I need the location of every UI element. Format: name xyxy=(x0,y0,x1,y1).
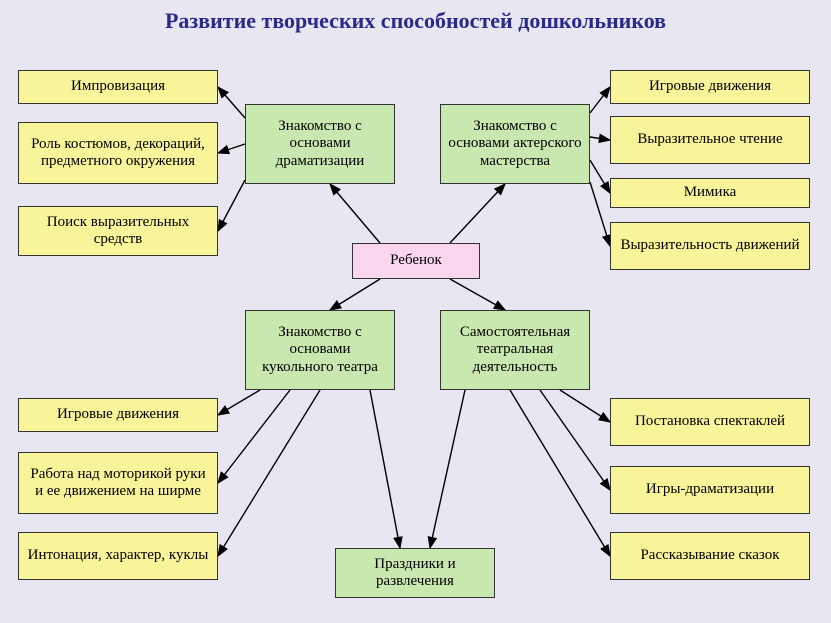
edge-independent-tales xyxy=(510,390,610,556)
edge-center-drama xyxy=(330,184,380,243)
edge-actor-reading xyxy=(590,137,610,140)
edge-actor-playmoves1 xyxy=(590,87,610,113)
node-expressmove: Выразительность движений xyxy=(610,222,810,270)
edge-drama-search xyxy=(218,180,245,231)
node-costumes: Роль костюмов, декораций, предметного ок… xyxy=(18,122,218,184)
edge-center-independent xyxy=(450,279,505,310)
node-staging: Постановка спектаклей xyxy=(610,398,810,446)
edge-actor-expressmove xyxy=(590,182,610,246)
edge-independent-holidays xyxy=(430,390,465,548)
node-search: Поиск выразительных средств xyxy=(18,206,218,256)
node-intonation: Интонация, характер, куклы xyxy=(18,532,218,580)
node-handwork: Работа над моторикой руки и ее движением… xyxy=(18,452,218,514)
edge-puppet-handwork xyxy=(218,390,290,483)
node-center: Ребенок xyxy=(352,243,480,279)
node-mimic: Мимика xyxy=(610,178,810,208)
edge-independent-games xyxy=(540,390,610,490)
node-independent: Самостоятельная театральная деятельность xyxy=(440,310,590,390)
node-drama: Знакомство с основами драматизации xyxy=(245,104,395,184)
node-tales: Рассказывание сказок xyxy=(610,532,810,580)
diagram-title: Развитие творческих способностей дошколь… xyxy=(0,8,831,34)
edge-center-puppet xyxy=(330,279,380,310)
edge-actor-mimic xyxy=(590,160,610,193)
node-reading: Выразительное чтение xyxy=(610,116,810,164)
edge-puppet-playmoves2 xyxy=(218,390,260,415)
node-actor: Знакомство с основами актерского мастерс… xyxy=(440,104,590,184)
edge-center-actor xyxy=(450,184,505,243)
node-puppet: Знакомство с основами кукольного театра xyxy=(245,310,395,390)
edge-drama-costumes xyxy=(218,144,245,153)
node-playmoves1: Игровые движения xyxy=(610,70,810,104)
node-games: Игры-драматизации xyxy=(610,466,810,514)
edge-puppet-intonation xyxy=(218,390,320,556)
node-playmoves2: Игровые движения xyxy=(18,398,218,432)
edge-puppet-holidays xyxy=(370,390,400,548)
edge-independent-staging xyxy=(560,390,610,422)
node-holidays: Праздники и развлечения xyxy=(335,548,495,598)
edge-drama-improv xyxy=(218,87,245,118)
node-improv: Импровизация xyxy=(18,70,218,104)
